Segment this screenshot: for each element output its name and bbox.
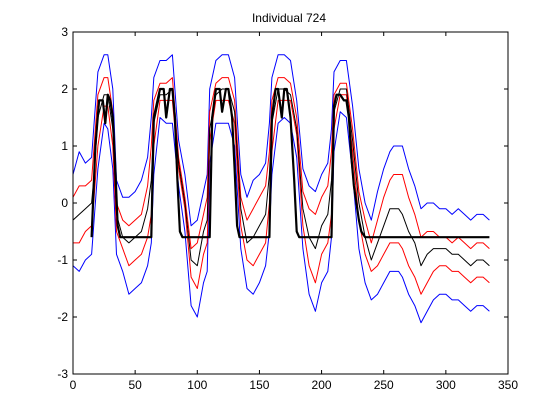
y-tick-label: -3: [57, 367, 68, 381]
x-tick-label: 50: [128, 378, 142, 392]
x-tick-label: 100: [187, 378, 207, 392]
y-tick-label: 1: [61, 139, 68, 153]
x-tick-label: 250: [374, 378, 394, 392]
y-tick-label: 3: [61, 25, 68, 39]
y-tick-label: -1: [57, 253, 68, 267]
x-tick-label: 150: [249, 378, 269, 392]
y-tick-label: 0: [61, 196, 68, 210]
chart-title: Individual 724: [252, 11, 326, 25]
y-tick-label: -2: [57, 310, 68, 324]
x-tick-label: 0: [70, 378, 77, 392]
y-tick-label: 2: [61, 82, 68, 96]
series-line-observed: [90, 87, 490, 239]
series-line-outer-band-upper: [73, 54, 490, 227]
series-line-outer-band-lower: [73, 111, 490, 324]
axis-ticks: 0 50 100 150 200 250 300 350 -3 -2 -1 0 1 2 3: [57, 25, 518, 392]
x-tick-label: 200: [312, 378, 332, 392]
x-tick-label: 300: [436, 378, 456, 392]
series-line-inner-band-upper: [73, 77, 490, 250]
x-tick-label: 350: [498, 378, 518, 392]
